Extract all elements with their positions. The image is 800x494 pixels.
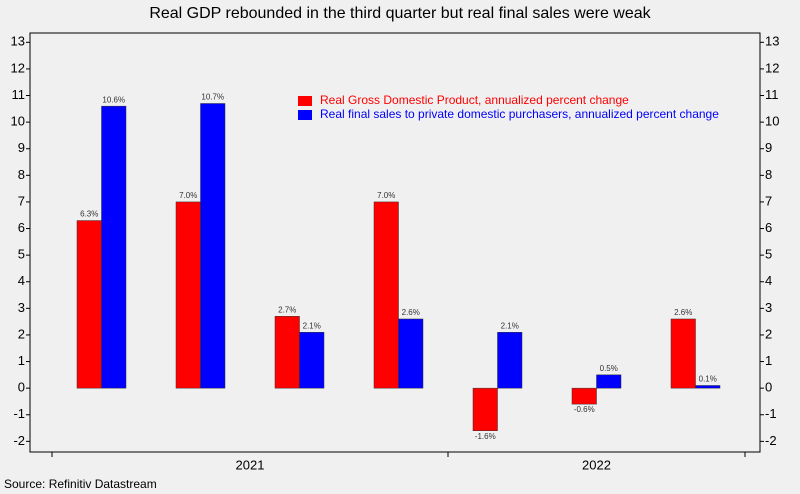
value-label: 2.1% [303,321,321,330]
value-label: -1.6% [475,432,496,441]
chart-title: Real GDP rebounded in the third quarter … [149,5,651,22]
y2-tick-label: 9 [765,140,772,155]
bar [398,318,424,389]
value-label: 0.1% [699,375,717,384]
y-tick-label: 4 [18,273,25,288]
bar [76,220,102,389]
y2-tick-label: 0 [765,380,772,395]
y2-tick-label: 10 [765,114,779,129]
y2-tick-label: -2 [765,433,777,448]
value-label: 0.5% [600,364,618,373]
bar [373,201,399,389]
y2-tick-label: 3 [765,300,772,315]
y-tick-label: 2 [18,326,25,341]
source: Source: Refinitiv Datastream [4,477,157,491]
y2-tick-label: -1 [765,406,777,421]
y-tick-label: 5 [18,247,25,262]
value-label: 2.7% [278,305,296,314]
y-tick-label: 6 [18,220,25,235]
y-tick-label: 1 [18,353,25,368]
value-label: 2.6% [402,308,420,317]
value-label: 10.6% [102,95,125,104]
y-tick-label: 11 [12,87,26,102]
y-tick-label: 8 [18,167,25,182]
x-group-label: 2022 [582,457,611,472]
value-label: 10.7% [201,93,224,102]
bar [497,332,523,389]
y2-tick-label: 7 [765,193,772,208]
y2-tick-label: 6 [765,220,772,235]
y-tick-label: 13 [11,34,25,49]
bar [695,385,721,389]
y-tick-label: 3 [18,300,25,315]
bar [274,316,300,389]
bar [596,374,622,389]
y-tick-label: 12 [11,60,25,75]
value-label: 2.6% [674,308,692,317]
x-group-label: 2021 [236,457,265,472]
y-tick-label: 7 [18,193,25,208]
y2-tick-label: 12 [765,60,779,75]
y2-tick-label: 8 [765,167,772,182]
y2-tick-label: 13 [765,34,779,49]
value-label: 6.3% [80,210,98,219]
legend-swatch [298,96,312,106]
y-tick-label: -2 [13,433,25,448]
y-tick-label: 9 [18,140,25,155]
y-tick-label: 10 [11,114,25,129]
y-tick-label: 0 [18,380,25,395]
bar [571,387,597,405]
y2-tick-label: 5 [765,247,772,262]
y2-tick-label: 1 [765,353,772,368]
value-label: 7.0% [377,191,395,200]
bar [101,105,127,389]
value-label: 7.0% [179,191,197,200]
legend-label: Real Gross Domestic Product, annualized … [320,93,629,107]
bar [670,318,696,389]
value-label: -0.6% [574,405,595,414]
legend-label: Real final sales to private domestic pur… [320,107,719,121]
bar [472,387,498,431]
value-label: 2.1% [501,321,519,330]
bar [299,332,325,389]
y-tick-label: -1 [13,406,25,421]
y2-tick-label: 4 [765,273,772,288]
y2-tick-label: 11 [765,87,779,102]
legend-swatch [298,110,312,120]
bar [200,103,226,389]
y2-tick-label: 2 [765,326,772,341]
bar [175,201,201,389]
